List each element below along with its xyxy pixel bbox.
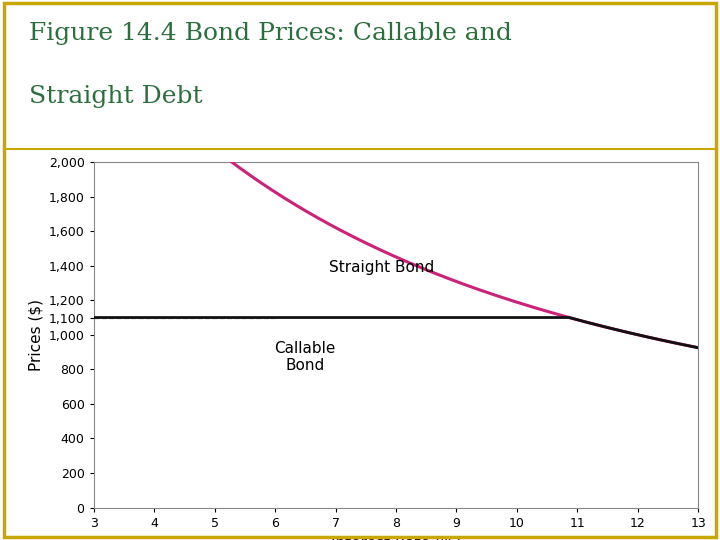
Text: Straight Bond: Straight Bond <box>330 260 435 275</box>
Text: Straight Debt: Straight Debt <box>29 85 202 107</box>
X-axis label: Interest Rate (%): Interest Rate (%) <box>330 535 462 540</box>
Text: Callable
Bond: Callable Bond <box>274 341 336 374</box>
Y-axis label: Prices ($): Prices ($) <box>28 299 43 371</box>
Text: Figure 14.4 Bond Prices: Callable and: Figure 14.4 Bond Prices: Callable and <box>29 22 512 45</box>
